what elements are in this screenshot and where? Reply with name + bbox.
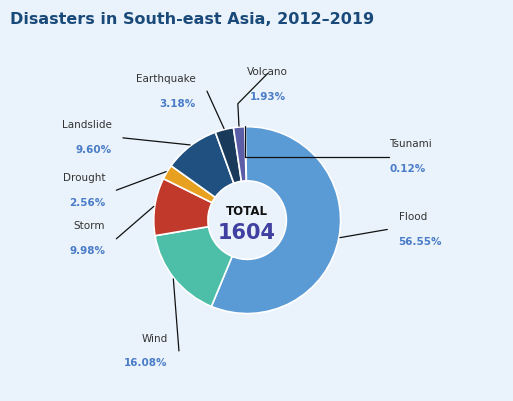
Text: Earthquake: Earthquake — [136, 73, 196, 83]
Text: Storm: Storm — [74, 221, 105, 231]
Text: 0.12%: 0.12% — [389, 164, 425, 174]
Wedge shape — [245, 128, 246, 181]
Text: 16.08%: 16.08% — [124, 358, 168, 368]
Text: Tsunami: Tsunami — [389, 139, 432, 149]
Text: 9.98%: 9.98% — [69, 246, 105, 256]
Wedge shape — [211, 128, 341, 314]
Text: Disasters in South-east Asia, 2012–2019: Disasters in South-east Asia, 2012–2019 — [10, 12, 374, 27]
Text: 9.60%: 9.60% — [75, 145, 112, 155]
Wedge shape — [164, 166, 215, 203]
Wedge shape — [233, 128, 246, 182]
Text: Flood: Flood — [399, 211, 427, 221]
Text: Wind: Wind — [142, 333, 168, 342]
Text: Volcano: Volcano — [247, 67, 288, 77]
Text: 56.55%: 56.55% — [399, 237, 442, 246]
Wedge shape — [171, 133, 234, 198]
Text: Drought: Drought — [63, 172, 105, 182]
Wedge shape — [215, 128, 242, 184]
Text: 3.18%: 3.18% — [160, 99, 196, 108]
Wedge shape — [155, 227, 232, 307]
Text: 1.93%: 1.93% — [250, 92, 286, 102]
Wedge shape — [154, 179, 212, 236]
Text: 2.56%: 2.56% — [69, 197, 105, 207]
Text: Landslide: Landslide — [62, 120, 112, 130]
Text: TOTAL: TOTAL — [226, 205, 268, 218]
Text: 1604: 1604 — [218, 223, 276, 243]
